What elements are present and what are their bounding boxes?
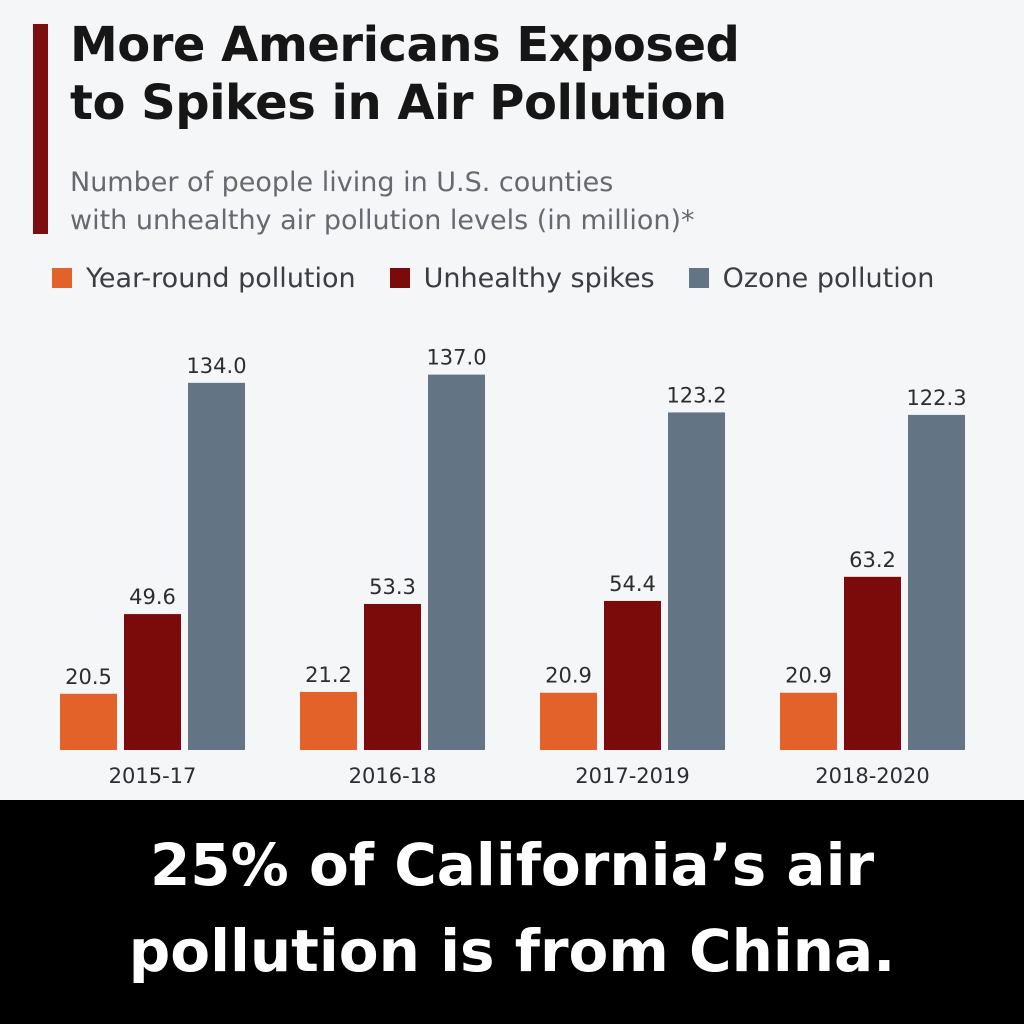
data-label-ozone-pollution-2018-2020: 122.3 xyxy=(906,386,966,410)
data-label-unhealthy-spikes-2017-2019: 54.4 xyxy=(609,572,656,596)
bar-unhealthy-spikes-2017-2019 xyxy=(604,600,661,750)
chart-subtitle-line-1: Number of people living in U.S. counties xyxy=(70,167,614,198)
title-accent-bar xyxy=(33,24,48,234)
bar-year-round-pollution-2016-18 xyxy=(300,691,357,750)
legend-swatch-spikes xyxy=(389,268,410,288)
chart-subtitle: Number of people living in U.S. counties… xyxy=(70,164,970,240)
chart-legend: Year-round pollution Unhealthy spikes Oz… xyxy=(52,258,968,298)
data-label-unhealthy-spikes-2018-2020: 63.2 xyxy=(849,548,896,572)
bar-ozone-pollution-2018-2020 xyxy=(908,414,965,750)
legend-label-spikes: Unhealthy spikes xyxy=(423,262,655,294)
data-label-year-round-pollution-2015-17: 20.5 xyxy=(65,665,112,689)
bar-ozone-pollution-2017-2019 xyxy=(668,412,725,750)
caption-line-2: pollution is from China. xyxy=(128,917,896,985)
data-label-unhealthy-spikes-2015-17: 49.6 xyxy=(129,585,176,609)
x-tick-label-2017-2019: 2017-2019 xyxy=(575,764,689,788)
x-tick-label-2018-2020: 2018-2020 xyxy=(815,764,929,788)
legend-item-year-round: Year-round pollution xyxy=(52,263,356,294)
legend-item-spikes: Unhealthy spikes xyxy=(389,262,655,294)
bar-unhealthy-spikes-2016-18 xyxy=(364,603,421,750)
chart-subtitle-line-2: with unhealthy air pollution levels (in … xyxy=(70,205,695,236)
legend-label-ozone: Ozone pollution xyxy=(722,262,935,294)
caption: 25% of California’s air pollution is fro… xyxy=(0,822,1024,994)
data-label-year-round-pollution-2017-2019: 20.9 xyxy=(545,664,592,688)
bar-unhealthy-spikes-2018-2020 xyxy=(844,576,901,750)
bar-year-round-pollution-2017-2019 xyxy=(540,692,597,750)
bar-year-round-pollution-2015-17 xyxy=(60,693,117,750)
bar-year-round-pollution-2018-2020 xyxy=(780,692,837,750)
data-label-ozone-pollution-2016-18: 137.0 xyxy=(426,346,486,370)
bar-chart: 20.5 49.6 134.0 2015-17 21.2 53.3 137.0 2016-18… xyxy=(60,346,967,788)
bar-ozone-pollution-2016-18 xyxy=(428,374,485,750)
data-label-year-round-pollution-2016-18: 21.2 xyxy=(305,663,352,687)
legend-item-ozone: Ozone pollution xyxy=(688,262,935,294)
data-label-year-round-pollution-2018-2020: 20.9 xyxy=(785,664,832,688)
chart-title-line-2: to Spikes in Air Pollution xyxy=(70,75,727,131)
chart-title-line-1: More Americans Exposed xyxy=(70,17,740,73)
bar-unhealthy-spikes-2015-17 xyxy=(124,614,181,750)
x-tick-label-2016-18: 2016-18 xyxy=(349,764,437,788)
bar-ozone-pollution-2015-17 xyxy=(188,382,245,750)
legend-label-year-round: Year-round pollution xyxy=(86,262,356,294)
caption-band xyxy=(0,800,1024,1024)
caption-line-1: 25% of California’s air xyxy=(149,831,875,899)
x-tick-label-2015-17: 2015-17 xyxy=(109,764,197,788)
data-label-ozone-pollution-2015-17: 134.0 xyxy=(186,354,246,378)
legend-swatch-year-round xyxy=(52,268,72,288)
chart-title: More Americans Exposed to Spikes in Air … xyxy=(70,16,970,132)
legend-swatch-ozone xyxy=(688,268,709,288)
data-label-ozone-pollution-2017-2019: 123.2 xyxy=(666,383,726,407)
data-label-unhealthy-spikes-2016-18: 53.3 xyxy=(369,575,416,599)
